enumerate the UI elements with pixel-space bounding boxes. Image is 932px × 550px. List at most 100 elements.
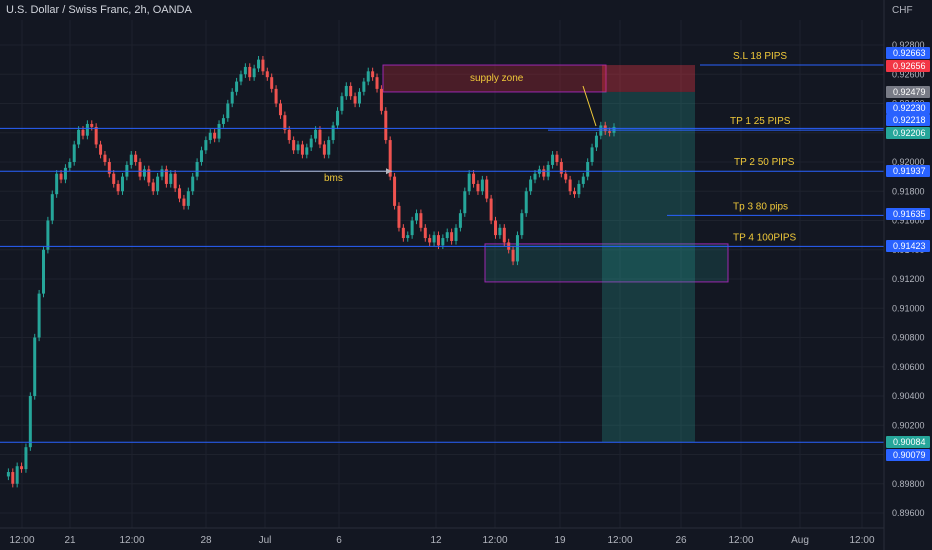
- candle-body: [173, 173, 177, 189]
- candle-body: [107, 162, 111, 174]
- candle-body: [204, 140, 208, 151]
- time-tick-label: 6: [336, 535, 342, 546]
- candle-body: [283, 115, 287, 130]
- price-badge-label: 0.91423: [893, 241, 926, 251]
- candle-body: [524, 191, 528, 214]
- candle-body: [594, 135, 598, 148]
- time-tick-label: Jul: [259, 535, 272, 546]
- candle-body: [590, 147, 594, 162]
- time-tick-label: 28: [200, 535, 212, 546]
- take-profit-area: [602, 91, 695, 443]
- price-badge: [886, 86, 930, 98]
- supply-zone-pointer: [582, 85, 597, 127]
- candle-body: [186, 191, 190, 206]
- bms-label: bms: [324, 173, 343, 184]
- time-tick-label: 21: [64, 535, 76, 546]
- candle-body: [379, 88, 383, 111]
- candle-body: [199, 150, 203, 162]
- candle-body: [349, 85, 353, 97]
- time-tick-label: 12:00: [607, 535, 632, 546]
- supply-zone-label: supply zone: [470, 73, 524, 84]
- candle-body: [419, 213, 423, 228]
- price-axis: 0.928000.926000.924000.922000.920000.918…: [883, 0, 930, 550]
- price-badge-label: 0.90084: [893, 437, 926, 447]
- candle-body: [292, 140, 296, 151]
- candle-body: [467, 173, 471, 192]
- candle-body: [375, 77, 379, 89]
- candle-body: [410, 220, 414, 236]
- candle-body: [529, 179, 533, 192]
- candle-body: [221, 118, 225, 124]
- price-badge: [886, 102, 930, 114]
- candle-body: [340, 96, 344, 111]
- price-badge-label: 0.92218: [893, 115, 926, 125]
- candle-body: [327, 140, 331, 155]
- price-badge: [886, 449, 930, 461]
- candle-body: [169, 173, 173, 184]
- candle-body: [147, 169, 151, 183]
- time-axis: 12:00 21 12:00 28 Jul 6 12 12:00 19 12:00 26 12:00 A…: [0, 527, 884, 546]
- level-label: S.L 18 PIPS: [733, 51, 787, 62]
- candle-body: [94, 126, 98, 145]
- candle-body: [458, 213, 462, 228]
- candle-body: [498, 227, 502, 236]
- candle-body: [15, 466, 19, 484]
- candle-body: [20, 466, 24, 470]
- candle-body: [81, 129, 85, 136]
- candle-body: [485, 179, 489, 199]
- candle-body: [436, 235, 440, 246]
- candle-body: [305, 147, 309, 155]
- price-badge: [886, 436, 930, 448]
- candle-body: [384, 110, 388, 141]
- candle-body: [63, 167, 67, 180]
- candle-body: [191, 176, 195, 192]
- candle-body: [300, 144, 304, 155]
- candle-body: [454, 227, 458, 241]
- candle-body: [428, 238, 432, 243]
- price-tick-label: 0.91600: [892, 216, 925, 226]
- candle-body: [160, 169, 164, 177]
- price-badge-label: 0.92230: [893, 103, 926, 113]
- price-badge-label: 0.91937: [893, 166, 926, 176]
- candle-body: [138, 162, 142, 177]
- candle-body: [432, 235, 436, 243]
- price-badge: [886, 127, 930, 139]
- candle-body: [265, 71, 269, 78]
- time-tick-label: 12:00: [482, 535, 507, 546]
- candle-body: [195, 162, 199, 177]
- price-badge-label: 0.92206: [893, 128, 926, 138]
- candle-body: [85, 123, 89, 136]
- candle-body: [239, 74, 243, 82]
- time-tick-label: Aug: [791, 535, 809, 546]
- candle-body: [46, 220, 50, 250]
- annotations: S.L 18 PIPS TP 1 25 PIPS TP 2 50 PIPS Tp 3 …: [280, 51, 797, 243]
- time-tick-label: 19: [554, 535, 566, 546]
- price-tick-label: 0.90800: [892, 333, 925, 343]
- price-badge: [886, 47, 930, 59]
- price-tick-label: 0.92800: [892, 40, 925, 50]
- candle-body: [533, 173, 537, 180]
- currency-label[interactable]: CHF: [892, 5, 913, 16]
- candle-body: [309, 138, 313, 148]
- grid: [0, 20, 884, 528]
- level-label: TP 4 100PIPS: [733, 232, 797, 243]
- price-badge: [886, 165, 930, 177]
- candle-body: [248, 66, 252, 78]
- candle-body: [450, 232, 454, 241]
- candle-body: [99, 144, 103, 155]
- candle-body: [322, 144, 326, 155]
- bms-arrow-head: [386, 168, 392, 175]
- candle-body: [24, 447, 28, 470]
- price-badge: [886, 240, 930, 252]
- candle-body: [287, 129, 291, 141]
- price-tick-label: 0.92600: [892, 69, 925, 79]
- candle-body: [511, 249, 515, 262]
- price-badge: [886, 208, 930, 220]
- candle-body: [112, 173, 116, 184]
- candle-body: [353, 96, 357, 104]
- candle-body: [608, 131, 612, 133]
- price-tick-label: 0.90200: [892, 420, 925, 430]
- candle-body: [252, 68, 256, 78]
- candle-body: [178, 188, 182, 199]
